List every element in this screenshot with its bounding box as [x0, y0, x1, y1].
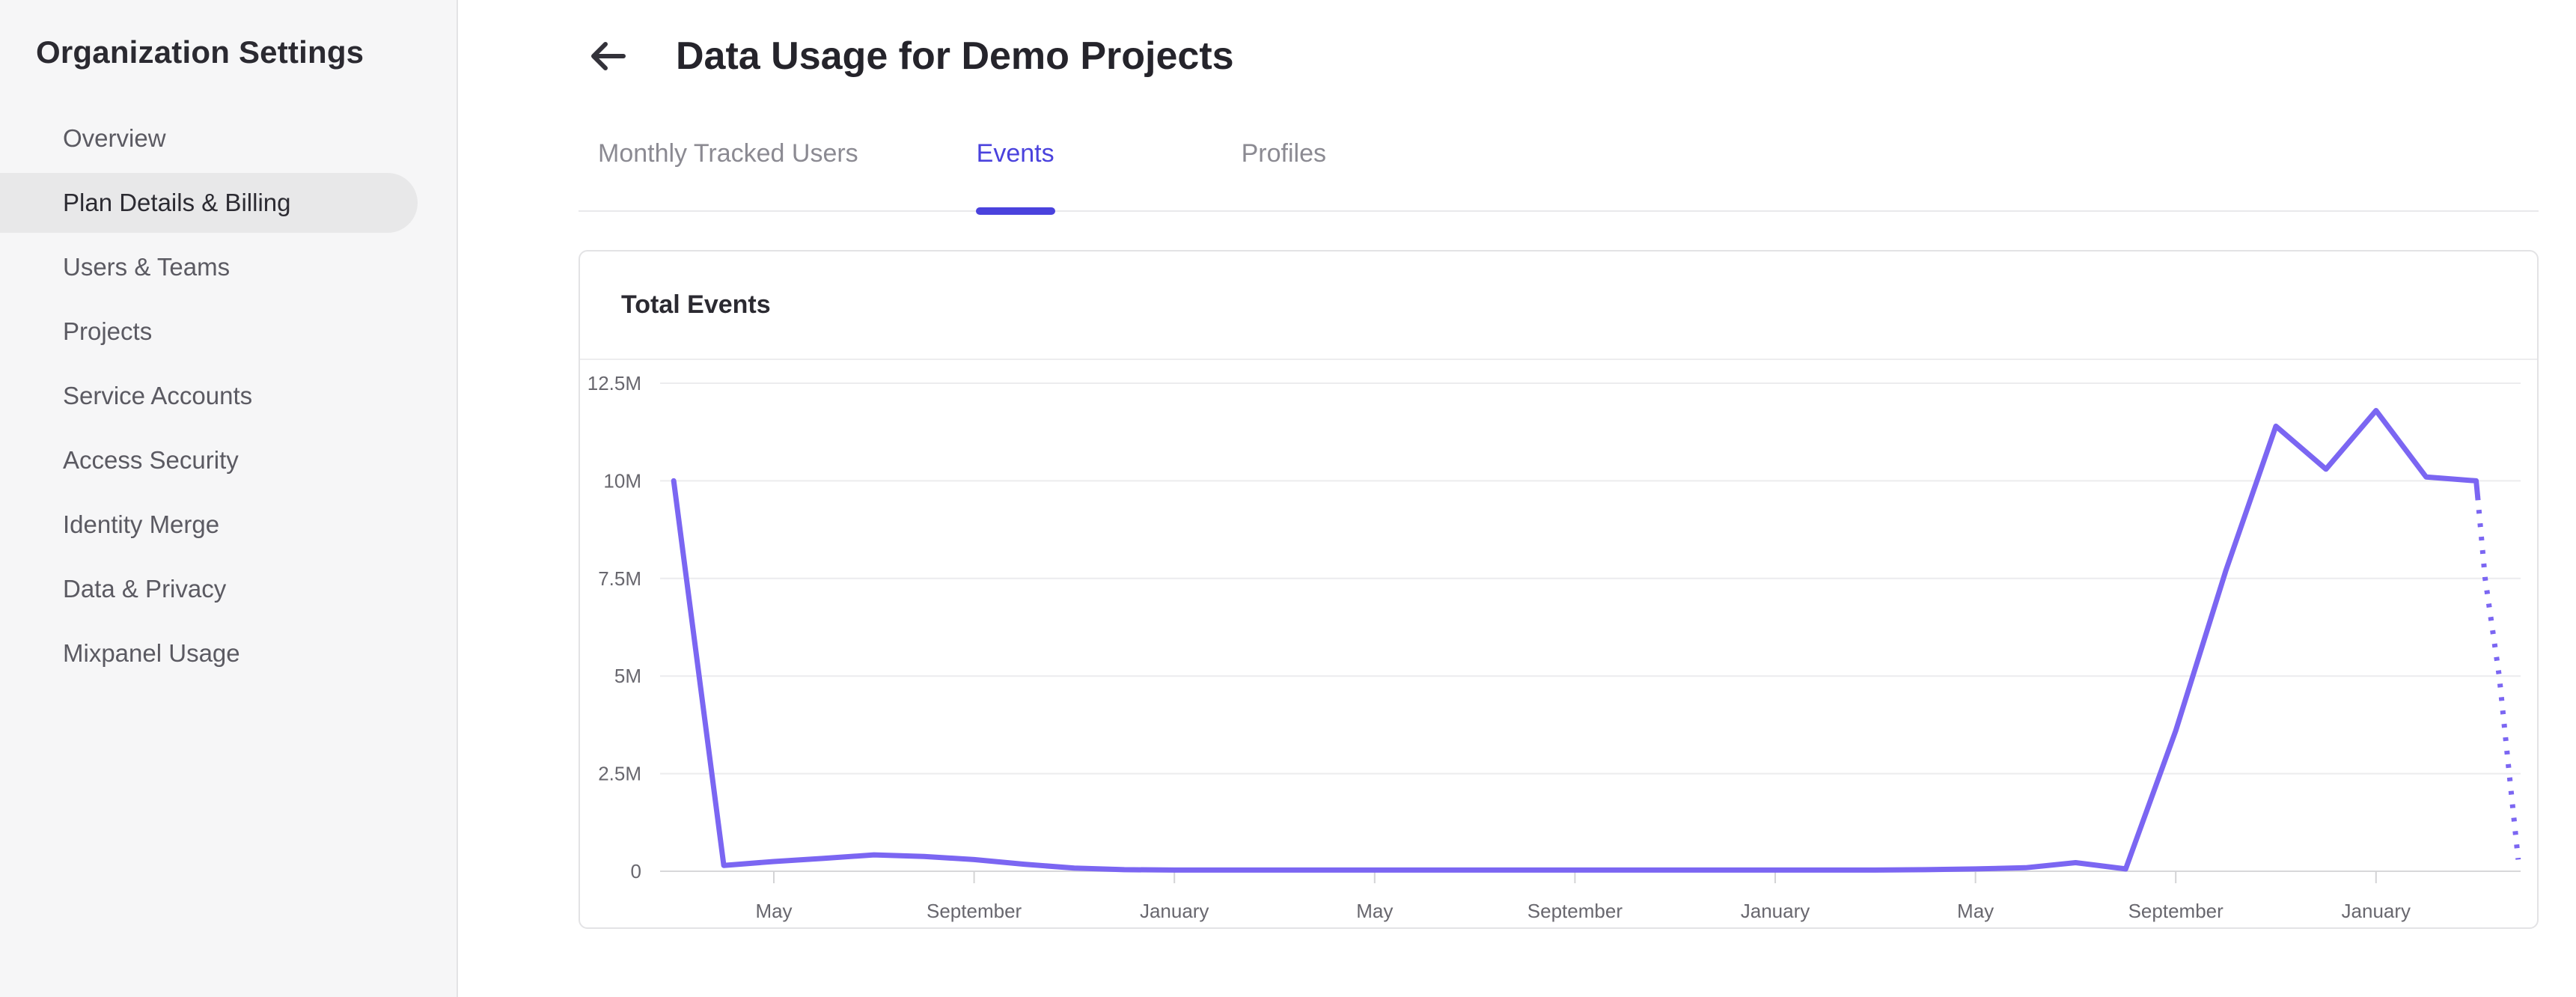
y-axis-label-10m: 10M: [603, 469, 641, 492]
total-events-line-projected-dotted: [2475, 496, 2521, 860]
events-line-chart[interactable]: 12.5M 10M 7.5M 5M 2.5M 0 May September January Ma…: [580, 360, 2537, 927]
events-chart[interactable]: 12.5M 10M 7.5M 5M 2.5M 0 May September January Ma…: [580, 360, 2537, 927]
y-axis-label-2-5m: 2.5M: [598, 763, 641, 785]
left-arrow-icon: [591, 42, 626, 70]
y-axis-label-5m: 5M: [614, 665, 641, 687]
sidebar-item-access-security[interactable]: Access Security: [63, 446, 239, 474]
sidebar: Organization Settings Overview Plan Detai…: [0, 0, 458, 997]
sidebar-item-overview[interactable]: Overview: [63, 124, 166, 152]
x-axis-label-7: September: [2128, 900, 2224, 922]
sidebar-item-service-accounts[interactable]: Service Accounts: [63, 382, 253, 409]
y-axis-label-0: 0: [631, 860, 641, 882]
x-axis-label-8: January: [2342, 900, 2411, 922]
y-axis-label-12-5m: 12.5M: [587, 372, 641, 394]
tab-profiles[interactable]: Profiles: [1241, 139, 1326, 168]
sidebar-item-plan-details-and-billing[interactable]: Plan Details & Billing: [0, 173, 418, 233]
x-axis-label-4: September: [1527, 900, 1623, 922]
sidebar-item-users-and-teams[interactable]: Users & Teams: [63, 253, 231, 281]
main-content: Data Usage for Demo Projects Monthly Tra…: [458, 0, 2576, 997]
x-axis-label-0: May: [755, 900, 792, 922]
page-header: Data Usage for Demo Projects: [579, 30, 2539, 82]
x-axis-label-2: January: [1140, 900, 1209, 922]
sidebar-item-data-and-privacy[interactable]: Data & Privacy: [63, 575, 227, 603]
sidebar-item-mixpanel-usage[interactable]: Mixpanel Usage: [63, 639, 240, 667]
sidebar-item-projects[interactable]: Projects: [63, 317, 153, 345]
total-events-line: [671, 408, 2481, 873]
page-title: Data Usage for Demo Projects: [676, 34, 1234, 78]
tab-monthly-tracked-users[interactable]: Monthly Tracked Users: [598, 139, 858, 168]
x-axis-label-5: January: [1741, 900, 1810, 922]
x-axis-label-3: May: [1356, 900, 1393, 922]
card-header: Total Events: [580, 251, 2537, 360]
y-axis-label-7-5m: 7.5M: [598, 567, 641, 590]
sidebar-nav: Overview Plan Details & Billing Users & Te…: [0, 109, 457, 683]
x-axis-label-1: September: [927, 900, 1022, 922]
tab-events[interactable]: Events: [977, 139, 1054, 210]
tab-bar: Monthly Tracked Users Events Profiles: [579, 139, 2539, 212]
x-axis-label-6: May: [1957, 900, 1994, 922]
sidebar-item-identity-merge[interactable]: Identity Merge: [63, 510, 220, 538]
total-events-card: Total Events 12.5M 10M 7.5M 5M 2.5M 0 May Septe…: [579, 250, 2539, 929]
card-title: Total Events: [621, 290, 771, 319]
back-button[interactable]: [589, 40, 628, 73]
sidebar-title: Organization Settings: [36, 34, 364, 70]
